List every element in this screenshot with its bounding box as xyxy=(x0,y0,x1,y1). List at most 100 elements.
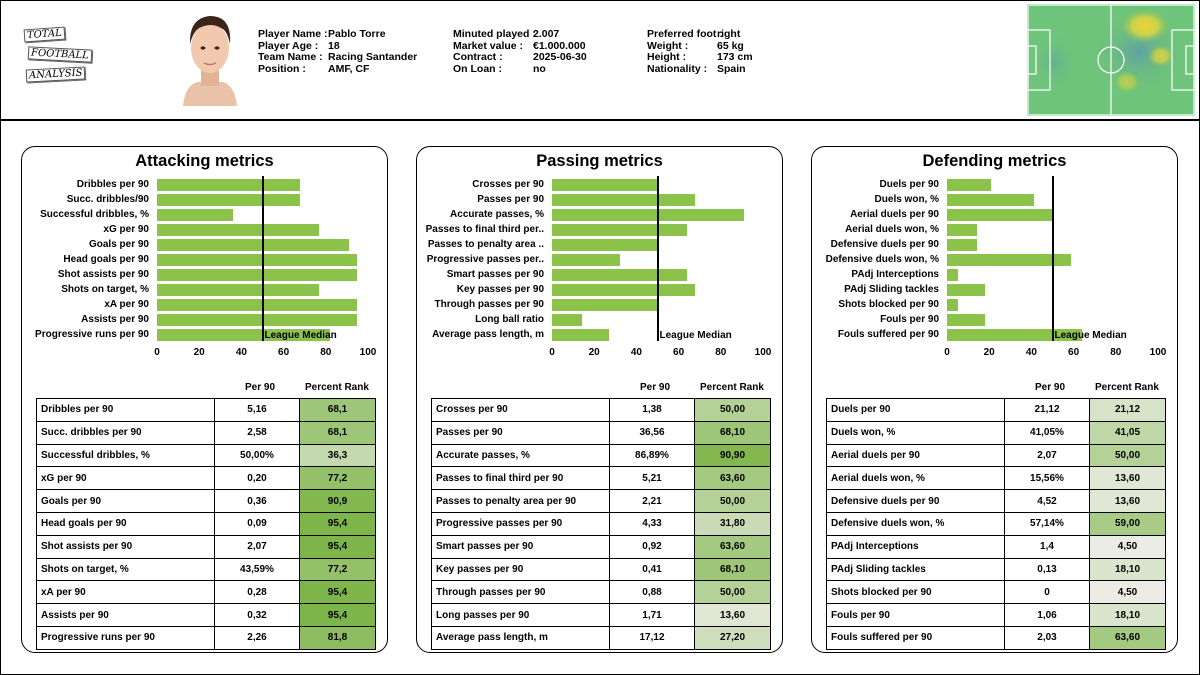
panel-title: Attacking metrics xyxy=(135,152,274,170)
table-row: Aerial duels per 90 2,07 50,00 xyxy=(826,443,1166,468)
table-row: Progressive passes per 90 4,33 31,80 xyxy=(431,511,771,536)
player-info-label: Team Name : xyxy=(258,51,323,63)
per90-cell: 0,13 xyxy=(1004,557,1090,582)
x-tick-label: 0 xyxy=(154,347,160,358)
x-tick-label: 40 xyxy=(630,347,642,358)
metric-name-cell: Duels per 90 xyxy=(826,398,1005,422)
metric-name-cell: Key passes per 90 xyxy=(431,557,610,582)
metric-name-cell: Aerial duels per 90 xyxy=(826,443,1005,468)
metric-name-cell: Defensive duels per 90 xyxy=(826,489,1005,513)
player-info-row: Preferred foot : right xyxy=(647,28,832,41)
bar-label: Average pass length, m xyxy=(432,329,544,340)
table-row: Fouls suffered per 90 2,03 63,60 xyxy=(826,625,1166,650)
bar-label: Aerial duels won, % xyxy=(845,224,939,235)
per90-cell: 0,32 xyxy=(214,603,300,627)
metric-name-cell: Passes to penalty area per 90 xyxy=(431,489,610,513)
metrics-table: Dribbles per 90 5,16 68,1 Succ. dribbles pe… xyxy=(36,398,376,650)
percent-rank-cell: 68,10 xyxy=(694,557,771,582)
player-info-label: Player Age : xyxy=(258,39,319,52)
bar-label: Duels won, % xyxy=(874,194,939,205)
percent-rank-cell: 90,9 xyxy=(299,489,376,513)
column-header-per90: Per 90 xyxy=(640,382,671,393)
x-tick-label: 80 xyxy=(715,347,727,358)
percent-rank-cell: 95,4 xyxy=(299,603,376,627)
metric-name-cell: Assists per 90 xyxy=(36,603,215,627)
per90-cell: 0,36 xyxy=(214,489,300,513)
metric-name-cell: Accurate passes, % xyxy=(431,443,610,468)
bar xyxy=(947,314,985,326)
x-tick-label: 60 xyxy=(1068,347,1080,358)
table-row: Progressive runs per 90 2,26 81,8 xyxy=(36,625,376,650)
bar xyxy=(157,254,358,266)
table-row: Successful dribbles, % 50,00% 36,3 xyxy=(36,443,376,468)
bar-label: xA per 90 xyxy=(104,299,149,310)
bar xyxy=(552,299,658,311)
percent-rank-cell: 18,10 xyxy=(1089,603,1166,627)
metric-name-cell: Passes to final third per 90 xyxy=(431,466,610,491)
median-line xyxy=(1051,176,1054,341)
bar xyxy=(157,194,301,206)
table-row: Through passes per 90 0,88 50,00 xyxy=(431,580,771,605)
percent-rank-cell: 4,50 xyxy=(1089,534,1166,559)
bar-label: Passes per 90 xyxy=(477,194,544,205)
metric-name-cell: Dribbles per 90 xyxy=(36,398,215,422)
x-tick-label: 20 xyxy=(983,347,995,358)
bar xyxy=(157,299,358,311)
table-row: PAdj Interceptions 1,4 4,50 xyxy=(826,534,1166,559)
bar xyxy=(157,224,320,236)
metric-name-cell: Shots blocked per 90 xyxy=(826,580,1005,605)
player-info-row: Weight : 65 kg xyxy=(647,40,832,53)
bar xyxy=(552,224,688,236)
player-info-label: Contract : xyxy=(453,51,503,63)
table-row: Duels per 90 21,12 21,12 xyxy=(826,398,1166,422)
player-info-value: no xyxy=(533,62,546,75)
per90-cell: 41,05% xyxy=(1004,420,1090,445)
per90-cell: 36,56 xyxy=(609,420,695,445)
bar-label: Assists per 90 xyxy=(81,314,149,325)
bar-label: Aerial duels per 90 xyxy=(850,209,939,220)
percent-rank-cell: 77,2 xyxy=(299,466,376,491)
bar xyxy=(552,209,744,221)
bar xyxy=(947,254,1072,266)
bar xyxy=(947,194,1034,206)
bar-label: Crosses per 90 xyxy=(472,179,544,190)
metric-name-cell: Shot assists per 90 xyxy=(36,534,215,559)
player-info-label: Nationality : xyxy=(647,62,708,75)
percent-rank-cell: 63,60 xyxy=(1089,625,1166,650)
logo-line: TOTAL xyxy=(23,26,66,43)
percent-rank-cell: 50,00 xyxy=(1089,443,1166,468)
metrics-table: Duels per 90 21,12 21,12 Duels won, % 41,05%… xyxy=(826,398,1166,650)
bar-label: xG per 90 xyxy=(103,224,149,235)
table-row: Passes to penalty area per 90 2,21 50,00 xyxy=(431,489,771,513)
table-row: Shot assists per 90 2,07 95,4 xyxy=(36,534,376,559)
percent-rank-cell: 68,1 xyxy=(299,420,376,445)
table-row: Assists per 90 0,32 95,4 xyxy=(36,603,376,627)
logo-line: ANALYSIS xyxy=(25,66,86,83)
player-info-value: 173 cm xyxy=(717,51,753,63)
bar-label: Goals per 90 xyxy=(88,239,149,250)
percent-rank-cell: 36,3 xyxy=(299,443,376,468)
bar xyxy=(552,329,609,341)
table-row: Fouls per 90 1,06 18,10 xyxy=(826,603,1166,627)
x-tick-label: 0 xyxy=(944,347,950,358)
panel-title: Passing metrics xyxy=(536,152,663,170)
percent-rank-cell: 68,1 xyxy=(299,398,376,422)
bar xyxy=(947,269,958,281)
metric-name-cell: Goals per 90 xyxy=(36,489,215,513)
bar-label: Shots on target, % xyxy=(61,284,149,295)
percent-rank-cell: 50,00 xyxy=(694,580,771,605)
player-info-label: Preferred foot : xyxy=(647,28,723,40)
player-info-value: right xyxy=(717,28,741,40)
bar-label: Head goals per 90 xyxy=(63,254,149,265)
metric-name-cell: xA per 90 xyxy=(36,580,215,605)
per90-cell: 1,38 xyxy=(609,398,695,422)
player-info-value: Spain xyxy=(717,62,746,75)
metric-name-cell: Fouls per 90 xyxy=(826,603,1005,627)
table-row: Duels won, % 41,05% 41,05 xyxy=(826,420,1166,445)
per90-cell: 5,16 xyxy=(214,398,300,422)
x-tick-label: 100 xyxy=(1149,347,1167,358)
per90-cell: 2,07 xyxy=(214,534,300,559)
per90-cell: 1,06 xyxy=(1004,603,1090,627)
bar xyxy=(157,314,358,326)
percent-rank-cell: 63,60 xyxy=(694,534,771,559)
